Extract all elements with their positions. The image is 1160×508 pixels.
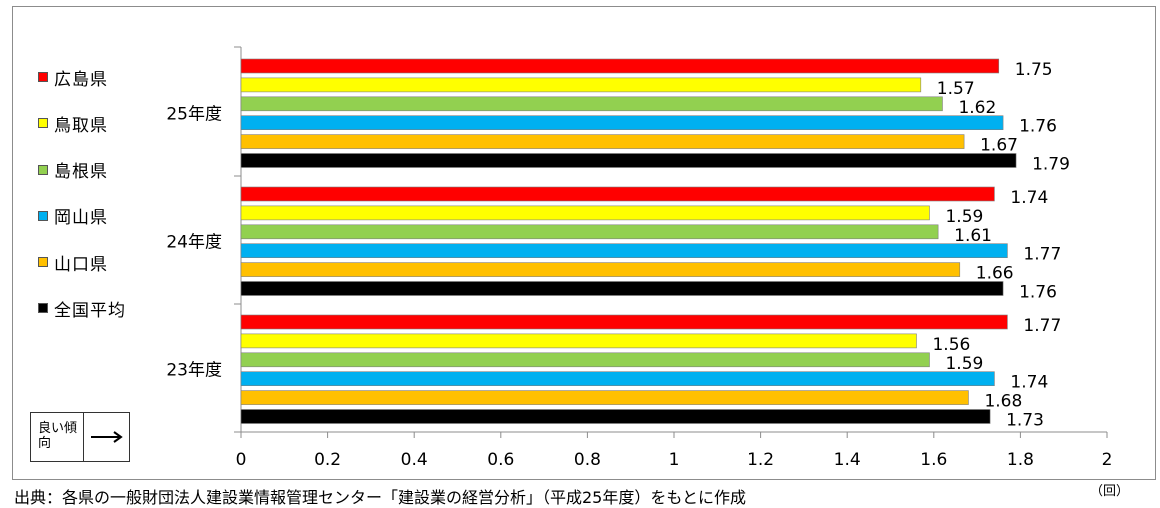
bar	[240, 314, 1008, 330]
x-tick-label: 0.6	[487, 450, 514, 470]
bar	[240, 96, 943, 112]
bar	[240, 352, 930, 368]
x-tick-label: 1.8	[1007, 450, 1034, 470]
source-note: 出典：各県の一般財団法人建設業情報管理センター「建設業の経営分析」（平成25年度…	[14, 488, 747, 507]
data-label: 1.76	[1019, 283, 1057, 303]
right-arrow-icon	[84, 413, 129, 461]
legend-swatch	[38, 257, 48, 268]
data-label: 1.56	[932, 335, 970, 355]
legend: 広島県 鳥取県 島根県 岡山県 山口県 全国平均	[38, 66, 126, 344]
bar	[240, 115, 1004, 130]
x-tick-label: 1.6	[920, 450, 947, 470]
arrow-right-icon	[90, 431, 123, 443]
data-label: 1.62	[958, 98, 996, 118]
legend-swatch	[38, 210, 48, 221]
data-label: 1.68	[984, 392, 1022, 412]
data-label: 1.75	[1015, 60, 1053, 80]
x-tick-label: 2	[1102, 450, 1113, 470]
legend-item: 鳥取県	[38, 112, 126, 136]
legend-swatch	[38, 72, 48, 82]
legend-swatch	[38, 118, 48, 129]
data-label: 1.67	[980, 136, 1018, 156]
data-label: 1.66	[976, 264, 1014, 284]
data-label: 1.74	[1010, 373, 1048, 393]
data-label: 1.61	[954, 226, 992, 246]
legend-label: 広島県	[54, 69, 108, 90]
bar	[240, 262, 961, 277]
legend-item: 広島県	[38, 66, 126, 90]
category-label: 25年度	[166, 104, 222, 124]
data-label: 1.57	[937, 79, 975, 99]
chart-frame	[12, 6, 1156, 480]
axis-unit-label: （回）	[1090, 484, 1130, 499]
x-tick-label: 0.4	[401, 450, 428, 470]
category-label: 23年度	[166, 360, 222, 380]
legend-item: 全国平均	[38, 297, 126, 321]
bar	[240, 333, 917, 349]
legend-item: 山口県	[38, 251, 126, 275]
bar	[240, 134, 965, 149]
data-label: 1.77	[1023, 316, 1061, 336]
legend-label: 全国平均	[54, 300, 126, 321]
category-label: 24年度	[166, 232, 222, 252]
x-tick-label: 1.4	[834, 450, 861, 470]
data-label: 1.74	[1010, 188, 1048, 208]
bar	[240, 58, 1000, 74]
good-trend-box: 良い傾向	[30, 412, 130, 462]
bar	[240, 281, 1004, 296]
bar	[240, 224, 939, 240]
data-label: 1.59	[945, 207, 983, 227]
x-tick-label: 1	[669, 450, 680, 470]
legend-item: 島根県	[38, 159, 126, 183]
bar	[240, 390, 969, 405]
data-label: 1.59	[945, 354, 983, 374]
bar	[240, 153, 1017, 168]
x-tick-label: 1.2	[747, 450, 774, 470]
bar	[240, 186, 995, 202]
data-label: 1.79	[1032, 155, 1070, 175]
bar	[240, 409, 991, 424]
legend-swatch	[38, 303, 48, 314]
legend-label: 山口県	[54, 254, 108, 275]
data-label: 1.76	[1019, 117, 1057, 137]
x-tick-label: 0.2	[314, 450, 341, 470]
good-trend-label: 良い傾向	[31, 413, 84, 461]
data-label: 1.73	[1006, 411, 1044, 431]
data-label: 1.77	[1023, 245, 1061, 265]
legend-item: 岡山県	[38, 205, 126, 229]
x-tick-label: 0.8	[574, 450, 601, 470]
legend-label: 鳥取県	[54, 115, 108, 136]
bar	[240, 371, 995, 387]
bar	[240, 243, 1008, 258]
legend-label: 島根県	[54, 162, 108, 183]
bar	[240, 205, 930, 221]
x-tick-label: 0	[236, 450, 247, 470]
bar	[240, 77, 922, 93]
legend-swatch	[38, 164, 48, 175]
legend-label: 岡山県	[54, 208, 108, 229]
